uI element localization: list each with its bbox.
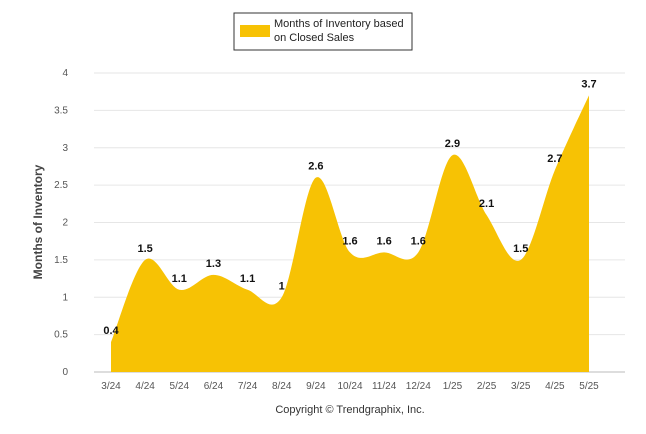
x-axis-ticks: 3/24 4/24 5/24 6/24 7/24 8/24 9/24 10/24 11/24 12…	[101, 381, 599, 392]
y-tick-label: 0.5	[54, 330, 68, 341]
y-tick-label: 3.5	[54, 105, 68, 116]
y-tick-label: 4	[62, 68, 68, 79]
data-label: 3.7	[581, 78, 596, 90]
y-tick-label: 0	[62, 367, 68, 378]
x-tick-label: 2/25	[477, 381, 497, 392]
x-tick-label: 5/24	[170, 381, 190, 392]
y-tick-label: 2.5	[54, 180, 68, 191]
x-tick-label: 3/25	[511, 381, 531, 392]
data-label: 1.6	[376, 235, 391, 247]
y-axis-ticks: 0 0.5 1 1.5 2 2.5 3 3.5 4	[54, 68, 68, 378]
y-tick-label: 2	[62, 218, 68, 229]
area-series	[111, 95, 589, 373]
data-label: 1.6	[342, 235, 357, 247]
x-tick-label: 3/24	[101, 381, 121, 392]
x-tick-label: 1/25	[443, 381, 463, 392]
data-label: 1.1	[172, 273, 187, 285]
data-label: 1.3	[206, 258, 221, 270]
x-tick-label: 5/25	[579, 381, 599, 392]
copyright-credit: Copyright © Trendgraphix, Inc.	[275, 404, 424, 416]
data-label: 2.9	[445, 138, 460, 150]
y-tick-label: 1	[62, 292, 68, 303]
data-label: 1.5	[513, 243, 528, 255]
legend-entry-line-2: on Closed Sales	[274, 32, 355, 44]
y-axis-label: Months of Inventory	[31, 164, 45, 279]
x-tick-label: 8/24	[272, 381, 292, 392]
legend-entry-line-1: Months of Inventory based	[274, 18, 404, 30]
data-label: 1.5	[137, 243, 152, 255]
data-label: 1	[279, 280, 285, 292]
data-labels: 0.4 1.5 1.1 1.3 1.1 1 2.6 1.6 1.6 1.6 2.9 2.1 1.5 2.7…	[103, 78, 596, 337]
x-tick-label: 7/24	[238, 381, 258, 392]
data-label: 2.1	[479, 198, 494, 210]
x-tick-label: 12/24	[406, 381, 431, 392]
x-tick-label: 4/24	[135, 381, 155, 392]
data-label: 2.7	[547, 153, 562, 165]
data-label: 0.4	[103, 325, 119, 337]
y-tick-label: 3	[62, 143, 68, 154]
data-label: 1.6	[411, 235, 426, 247]
legend-swatch	[240, 25, 270, 37]
data-label: 2.6	[308, 161, 323, 173]
x-tick-label: 9/24	[306, 381, 326, 392]
x-tick-label: 10/24	[337, 381, 362, 392]
legend: Months of Inventory based on Closed Sale…	[233, 12, 413, 51]
y-tick-label: 1.5	[54, 255, 68, 266]
data-label: 1.1	[240, 273, 255, 285]
x-tick-label: 6/24	[204, 381, 224, 392]
x-tick-label: 4/25	[545, 381, 565, 392]
x-tick-label: 11/24	[372, 381, 397, 392]
